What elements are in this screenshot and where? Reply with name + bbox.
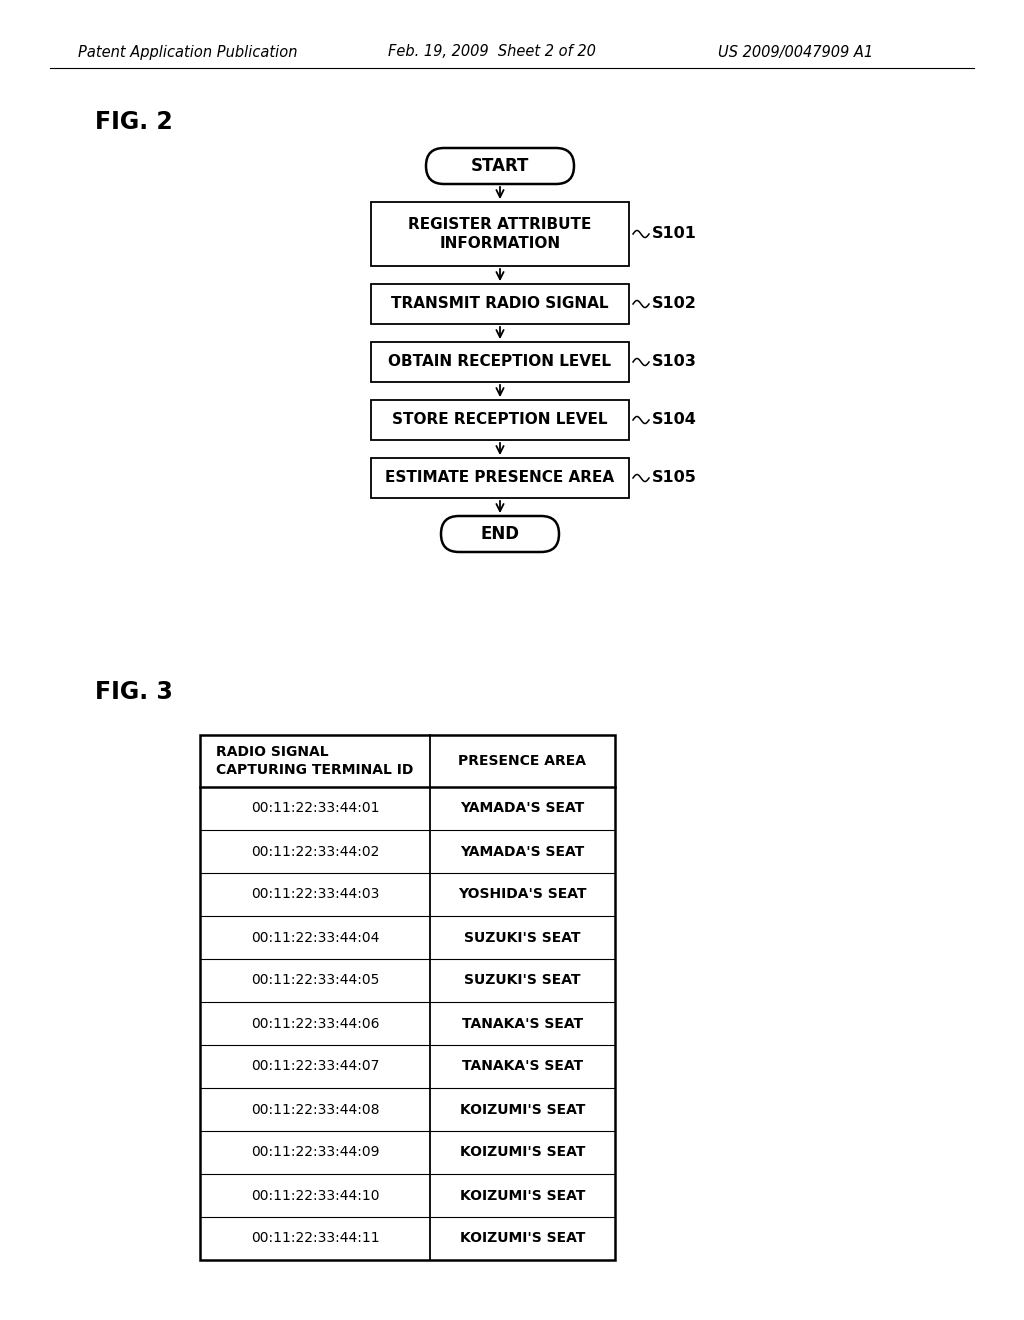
Text: S102: S102 bbox=[652, 297, 697, 312]
Text: SUZUKI'S SEAT: SUZUKI'S SEAT bbox=[464, 974, 581, 987]
Text: S101: S101 bbox=[652, 227, 697, 242]
Text: 00:11:22:33:44:05: 00:11:22:33:44:05 bbox=[251, 974, 379, 987]
Text: KOIZUMI'S SEAT: KOIZUMI'S SEAT bbox=[460, 1188, 585, 1203]
Text: PRESENCE AREA: PRESENCE AREA bbox=[459, 754, 587, 768]
Text: YAMADA'S SEAT: YAMADA'S SEAT bbox=[461, 845, 585, 858]
Text: TANAKA'S SEAT: TANAKA'S SEAT bbox=[462, 1016, 583, 1031]
FancyBboxPatch shape bbox=[371, 342, 629, 381]
Text: 00:11:22:33:44:04: 00:11:22:33:44:04 bbox=[251, 931, 379, 945]
Text: TANAKA'S SEAT: TANAKA'S SEAT bbox=[462, 1060, 583, 1073]
Text: REGISTER ATTRIBUTE
INFORMATION: REGISTER ATTRIBUTE INFORMATION bbox=[409, 218, 592, 251]
Text: END: END bbox=[480, 525, 519, 543]
Bar bbox=[200, 735, 615, 1261]
Text: 00:11:22:33:44:01: 00:11:22:33:44:01 bbox=[251, 801, 379, 816]
FancyBboxPatch shape bbox=[371, 202, 629, 267]
Text: 00:11:22:33:44:03: 00:11:22:33:44:03 bbox=[251, 887, 379, 902]
Text: 00:11:22:33:44:08: 00:11:22:33:44:08 bbox=[251, 1102, 379, 1117]
FancyBboxPatch shape bbox=[371, 458, 629, 498]
FancyBboxPatch shape bbox=[371, 400, 629, 440]
Text: ESTIMATE PRESENCE AREA: ESTIMATE PRESENCE AREA bbox=[385, 470, 614, 486]
Text: S103: S103 bbox=[652, 355, 697, 370]
FancyBboxPatch shape bbox=[426, 148, 574, 183]
FancyBboxPatch shape bbox=[371, 284, 629, 323]
Text: 00:11:22:33:44:02: 00:11:22:33:44:02 bbox=[251, 845, 379, 858]
Text: 00:11:22:33:44:07: 00:11:22:33:44:07 bbox=[251, 1060, 379, 1073]
Text: 00:11:22:33:44:10: 00:11:22:33:44:10 bbox=[251, 1188, 379, 1203]
Text: Patent Application Publication: Patent Application Publication bbox=[78, 45, 298, 59]
Text: US 2009/0047909 A1: US 2009/0047909 A1 bbox=[718, 45, 873, 59]
Text: OBTAIN RECEPTION LEVEL: OBTAIN RECEPTION LEVEL bbox=[388, 355, 611, 370]
Text: FIG. 3: FIG. 3 bbox=[95, 680, 173, 704]
Text: STORE RECEPTION LEVEL: STORE RECEPTION LEVEL bbox=[392, 412, 608, 428]
Text: YOSHIDA'S SEAT: YOSHIDA'S SEAT bbox=[459, 887, 587, 902]
Text: 00:11:22:33:44:11: 00:11:22:33:44:11 bbox=[251, 1232, 379, 1246]
Text: S105: S105 bbox=[652, 470, 697, 486]
Text: START: START bbox=[471, 157, 529, 176]
Text: KOIZUMI'S SEAT: KOIZUMI'S SEAT bbox=[460, 1232, 585, 1246]
Text: FIG. 2: FIG. 2 bbox=[95, 110, 173, 135]
Text: S104: S104 bbox=[652, 412, 697, 428]
Text: KOIZUMI'S SEAT: KOIZUMI'S SEAT bbox=[460, 1146, 585, 1159]
Text: TRANSMIT RADIO SIGNAL: TRANSMIT RADIO SIGNAL bbox=[391, 297, 608, 312]
Text: Feb. 19, 2009  Sheet 2 of 20: Feb. 19, 2009 Sheet 2 of 20 bbox=[388, 45, 596, 59]
Text: RADIO SIGNAL
CAPTURING TERMINAL ID: RADIO SIGNAL CAPTURING TERMINAL ID bbox=[216, 744, 414, 777]
Text: YAMADA'S SEAT: YAMADA'S SEAT bbox=[461, 801, 585, 816]
Text: 00:11:22:33:44:09: 00:11:22:33:44:09 bbox=[251, 1146, 379, 1159]
Text: 00:11:22:33:44:06: 00:11:22:33:44:06 bbox=[251, 1016, 379, 1031]
FancyBboxPatch shape bbox=[441, 516, 559, 552]
Text: KOIZUMI'S SEAT: KOIZUMI'S SEAT bbox=[460, 1102, 585, 1117]
Text: SUZUKI'S SEAT: SUZUKI'S SEAT bbox=[464, 931, 581, 945]
